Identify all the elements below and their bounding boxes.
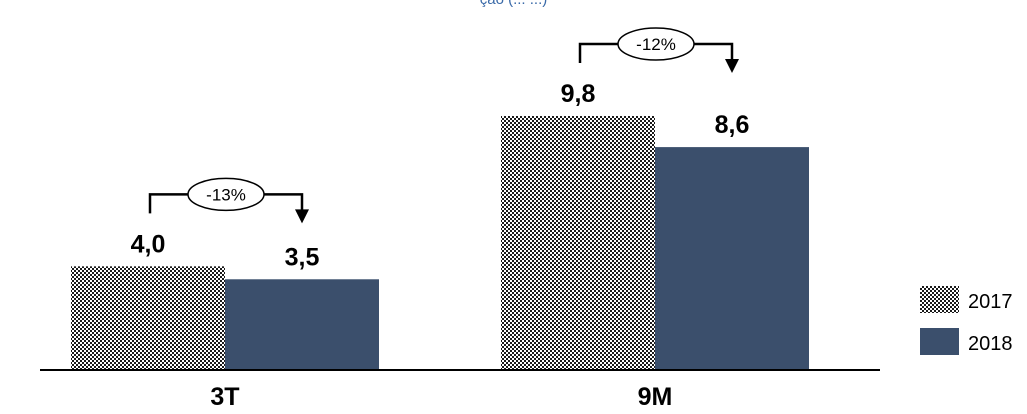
value-label-2018-3T: 3,5 bbox=[285, 243, 320, 271]
change-oval-9M bbox=[617, 27, 695, 61]
legend-label-2017: 2017 bbox=[968, 291, 1013, 313]
category-label-3T: 3T bbox=[210, 383, 239, 411]
bar-2018-3T bbox=[225, 279, 379, 370]
chart-title-cut: ção (... ...) bbox=[0, 0, 1027, 8]
legend-label-2018: 2018 bbox=[968, 333, 1013, 355]
legend-swatch-2018 bbox=[920, 328, 959, 355]
bar-2017-9M bbox=[501, 116, 655, 370]
value-label-2017-9M: 9,8 bbox=[561, 80, 596, 108]
value-label-2018-9M: 8,6 bbox=[715, 111, 750, 139]
labels-group: 4,0 3,5 3T -13% 9,8 8,6 9M -12% bbox=[131, 27, 750, 411]
arrow-down-icon bbox=[295, 209, 309, 224]
arrow-down-icon bbox=[725, 59, 739, 73]
value-label-2017-3T: 4,0 bbox=[131, 230, 166, 258]
bars-group bbox=[71, 116, 809, 370]
bar-2017-3T bbox=[71, 266, 225, 370]
bar-2018-9M bbox=[655, 147, 809, 370]
legend: 2017 2018 bbox=[920, 286, 1013, 355]
category-label-9M: 9M bbox=[638, 383, 673, 411]
legend-swatch-2017 bbox=[920, 286, 959, 313]
change-oval-3T bbox=[187, 177, 265, 212]
change-label-3T: -13% bbox=[206, 185, 246, 204]
change-label-9M: -12% bbox=[636, 35, 676, 54]
